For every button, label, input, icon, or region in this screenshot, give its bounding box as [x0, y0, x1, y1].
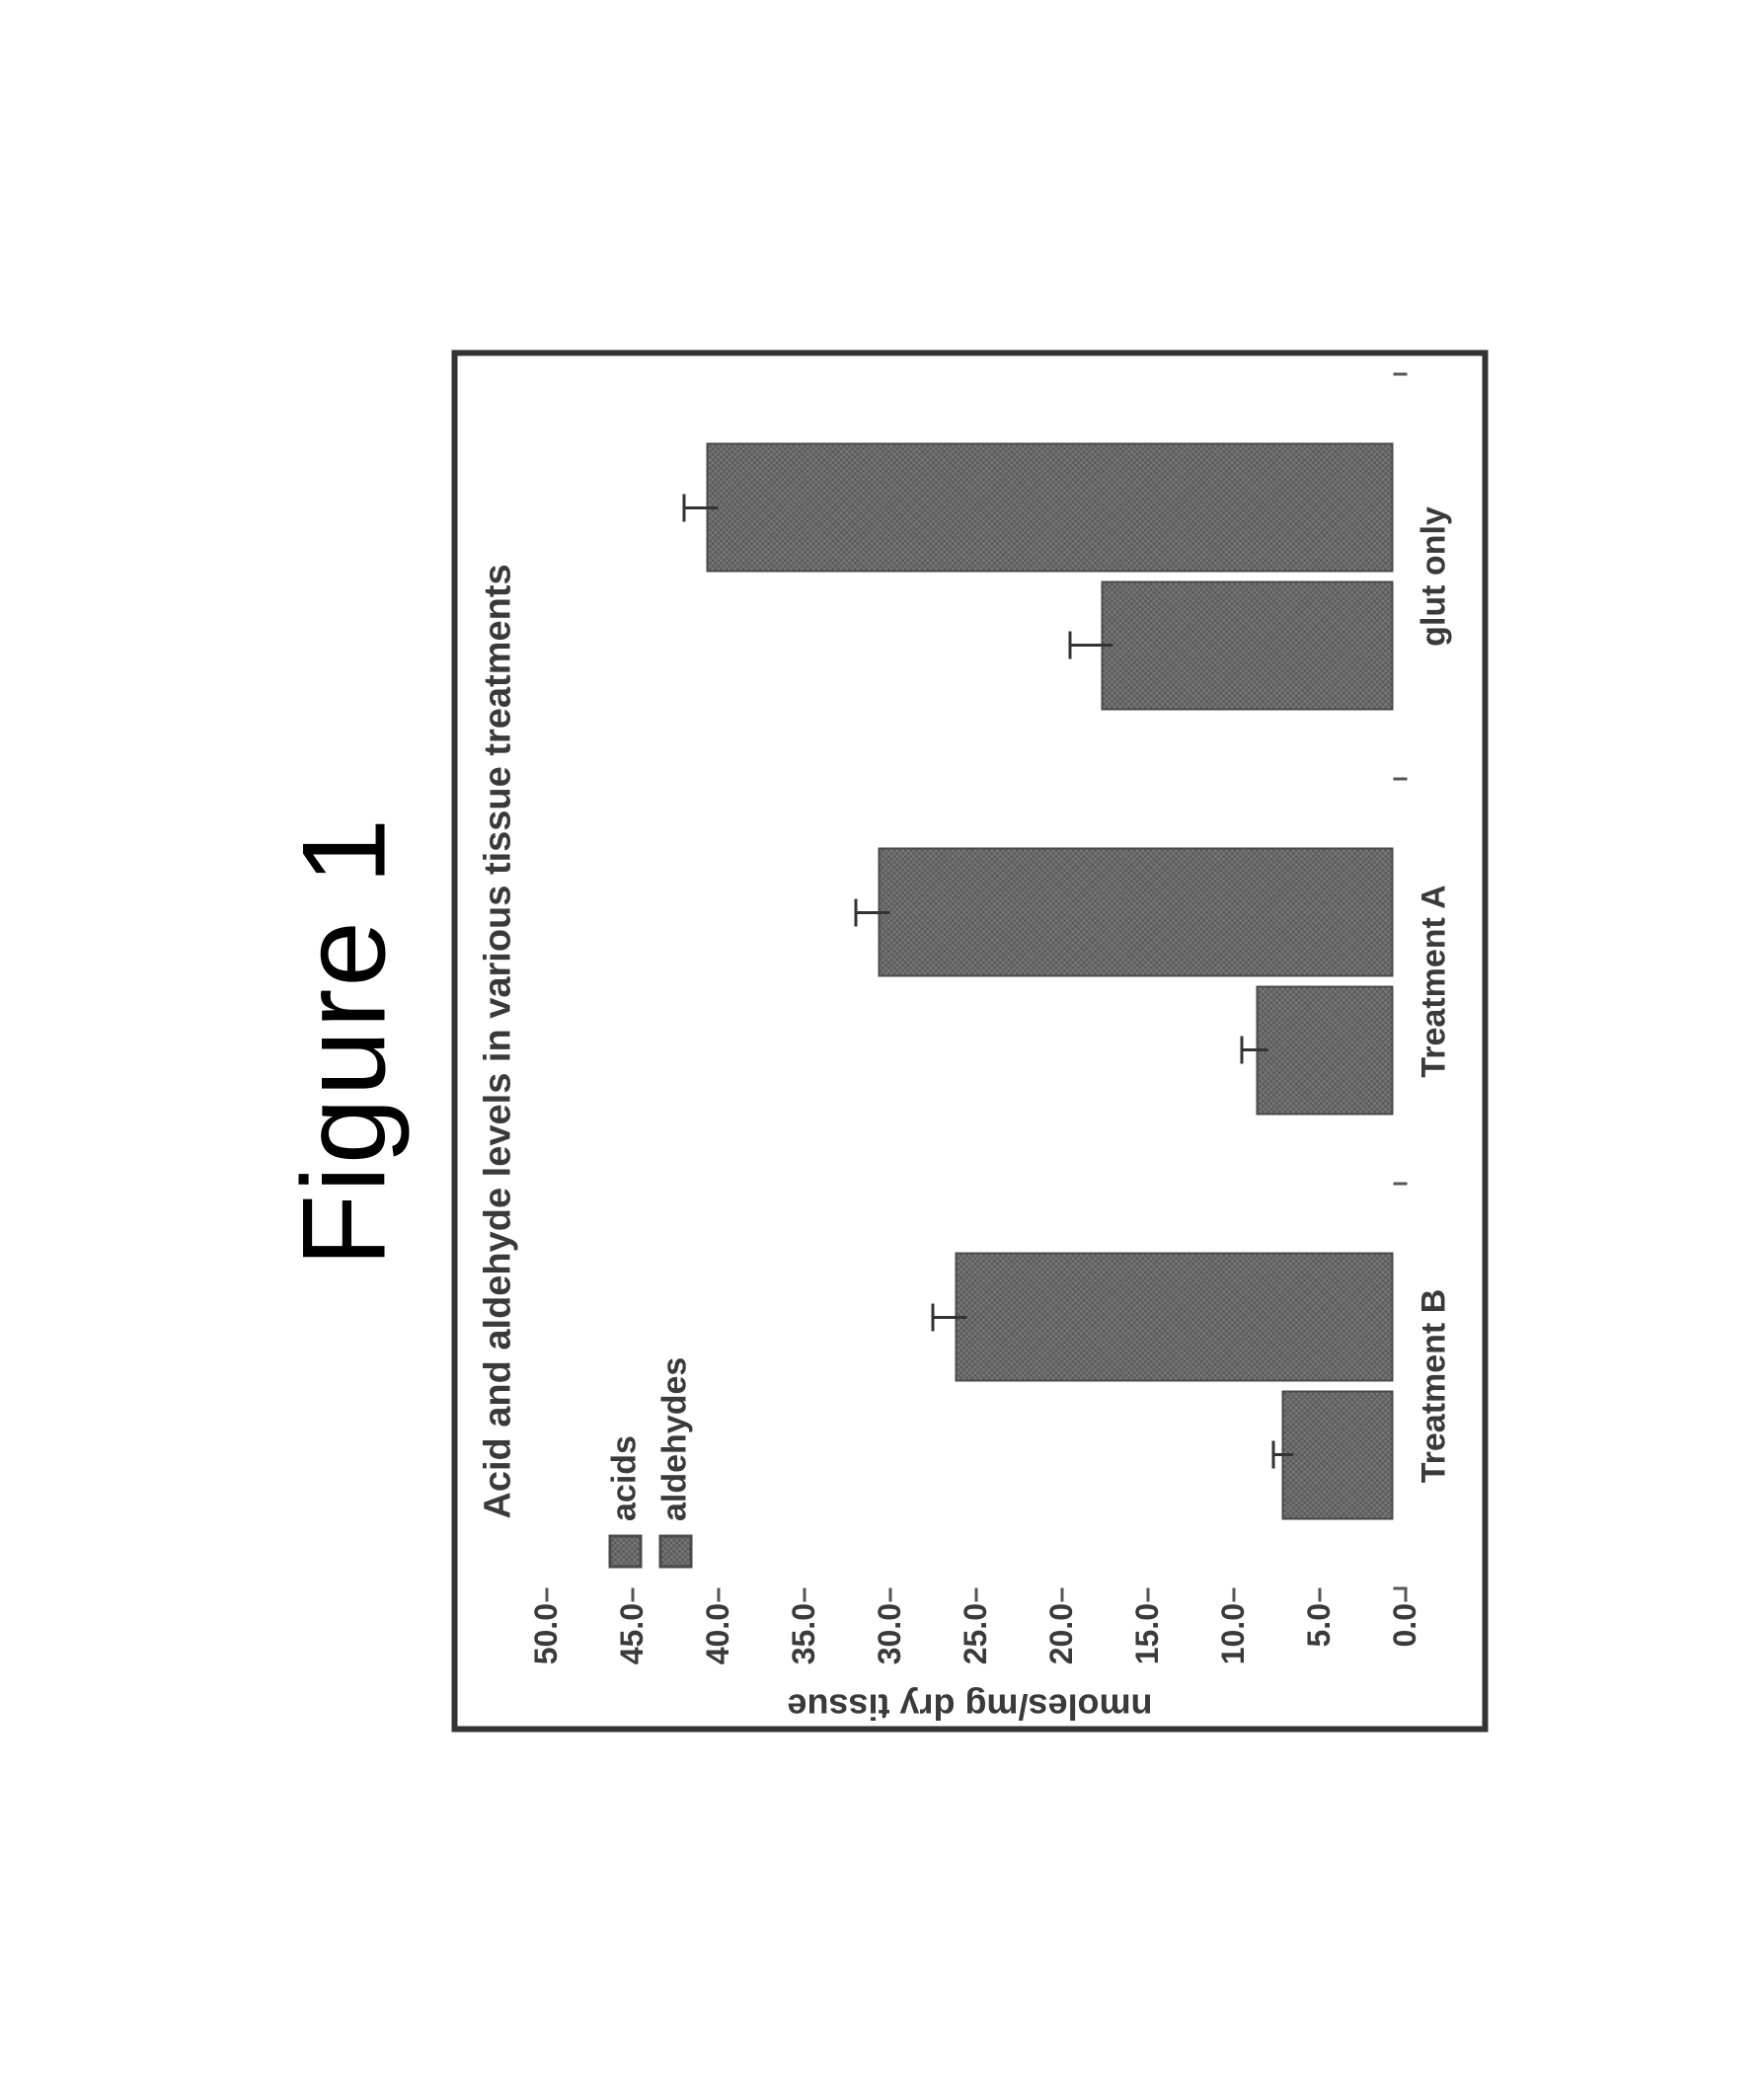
error-bar — [684, 506, 719, 509]
bar — [956, 1253, 1394, 1382]
y-tick-label: 0.0 — [1387, 1603, 1423, 1682]
x-tick — [1394, 1587, 1408, 1590]
bar — [707, 443, 1394, 573]
chart-frame: Acid and aldehyde levels in various tiss… — [452, 350, 1489, 1733]
y-tick — [717, 1588, 720, 1602]
error-bar — [1273, 1453, 1294, 1456]
error-bar — [1070, 644, 1113, 647]
error-bar — [856, 911, 890, 914]
figure-label: Figure 1 — [276, 816, 413, 1267]
y-tick-label: 35.0 — [786, 1603, 822, 1682]
error-cap — [1271, 1441, 1274, 1469]
error-cap — [932, 1303, 935, 1331]
error-cap — [854, 898, 857, 926]
error-bar — [933, 1316, 967, 1319]
y-tick-label: 10.0 — [1215, 1603, 1252, 1682]
error-cap — [1241, 1037, 1244, 1064]
x-tick — [1394, 778, 1408, 781]
chart-title: Acid and aldehyde levels in various tiss… — [478, 356, 520, 1727]
legend-swatch-acids — [608, 1535, 642, 1569]
y-tick — [1146, 1588, 1149, 1602]
bar — [1256, 985, 1393, 1115]
y-tick — [631, 1588, 634, 1602]
legend: acids aldehydes — [606, 1357, 695, 1569]
bar — [879, 848, 1394, 977]
x-tick — [1394, 1183, 1408, 1186]
bar — [1102, 580, 1394, 710]
y-tick — [803, 1588, 805, 1602]
y-tick — [1060, 1588, 1063, 1602]
error-bar — [1242, 1048, 1267, 1051]
y-tick-label: 30.0 — [872, 1603, 908, 1682]
y-tick-label: 45.0 — [614, 1603, 651, 1682]
plot-area: nmoles/mg dry tissue 0.05.010.015.020.02… — [547, 386, 1394, 1588]
y-tick — [1404, 1588, 1407, 1602]
legend-swatch-aldehydes — [658, 1535, 692, 1569]
y-tick-label: 40.0 — [700, 1603, 736, 1682]
error-cap — [1069, 632, 1072, 659]
y-axis-title: nmoles/mg dry tissue — [787, 1686, 1152, 1728]
legend-label-aldehydes: aldehydes — [656, 1357, 695, 1521]
y-tick-label: 50.0 — [528, 1603, 565, 1682]
x-category-label: Treatment B — [1416, 1289, 1454, 1484]
y-tick — [888, 1588, 891, 1602]
y-tick-label: 15.0 — [1129, 1603, 1166, 1682]
x-tick — [1394, 373, 1408, 376]
legend-label-acids: acids — [606, 1435, 645, 1521]
y-tick-label: 20.0 — [1043, 1603, 1080, 1682]
y-tick — [974, 1588, 977, 1602]
error-cap — [682, 494, 685, 521]
x-category-label: glut only — [1416, 506, 1454, 647]
legend-item-aldehydes: aldehydes — [656, 1357, 695, 1569]
y-tick — [545, 1588, 548, 1602]
y-tick — [1318, 1588, 1321, 1602]
y-tick — [1232, 1588, 1235, 1602]
y-tick-label: 5.0 — [1301, 1603, 1338, 1682]
bar — [1281, 1390, 1393, 1519]
y-tick-label: 25.0 — [958, 1603, 994, 1682]
x-category-label: Treatment A — [1416, 885, 1454, 1077]
legend-item-acids: acids — [606, 1357, 645, 1569]
